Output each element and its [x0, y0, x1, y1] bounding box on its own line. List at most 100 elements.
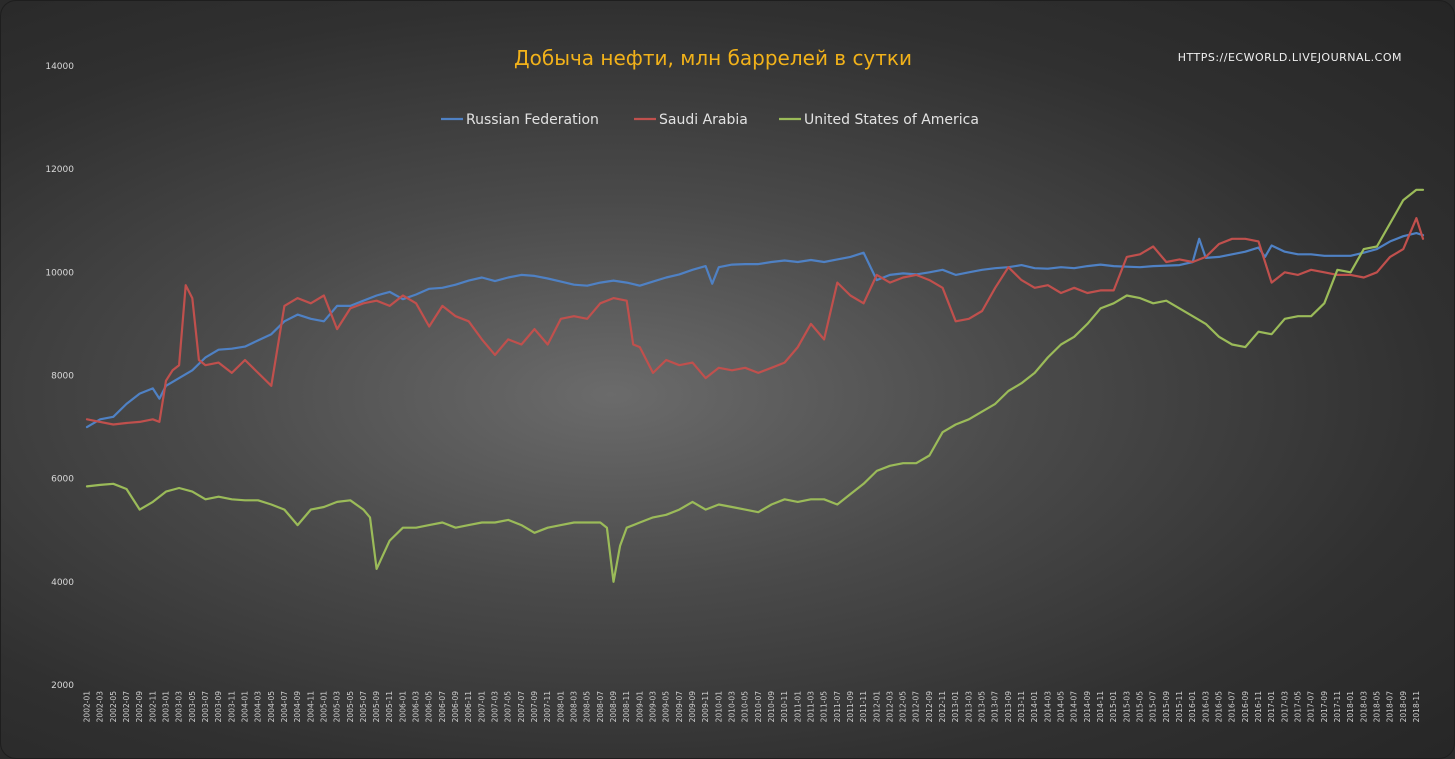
x-tick-label: 2016-05 [1214, 691, 1223, 723]
x-tick-label: 2005-07 [359, 691, 368, 723]
series-line-2 [85, 188, 1425, 583]
chart-title: Добыча нефти, млн баррелей в сутки [514, 46, 912, 70]
x-tick-label: 2018-03 [1359, 691, 1368, 723]
x-tick-label: 2006-05 [425, 691, 434, 723]
source-label: HTTPS://ECWORLD.LIVEJOURNAL.COM [1177, 51, 1402, 64]
x-tick-label: 2011-03 [806, 691, 815, 723]
x-tick-label: 2009-11 [701, 691, 710, 723]
x-tick-label: 2004-03 [254, 691, 263, 723]
x-tick-label: 2013-03 [964, 691, 973, 723]
x-tick-label: 2008-03 [570, 691, 579, 723]
x-tick-label: 2014-05 [1057, 691, 1066, 723]
x-tick-label: 2018-11 [1412, 691, 1421, 723]
x-tick-label: 2006-09 [451, 691, 460, 723]
x-tick-label: 2003-05 [188, 691, 197, 723]
y-tick-label: 12000 [45, 165, 74, 175]
x-tick-label: 2013-09 [1004, 691, 1013, 723]
x-tick-label: 2015-09 [1162, 691, 1171, 723]
x-tick-label: 2004-07 [280, 691, 289, 723]
x-tick-label: 2015-07 [1149, 691, 1158, 723]
x-tick-label: 2007-07 [517, 691, 526, 723]
x-tick-label: 2003-03 [175, 691, 184, 723]
x-tick-label: 2004-09 [293, 691, 302, 723]
x-tick-label: 2003-07 [201, 691, 210, 723]
x-tick-label: 2002-11 [148, 691, 157, 723]
x-tick-label: 2014-03 [1043, 691, 1052, 723]
x-tick-label: 2015-05 [1136, 691, 1145, 723]
x-tick-label: 2011-07 [833, 691, 842, 723]
x-tick-label: 2012-09 [925, 691, 934, 723]
legend-label: United States of America [804, 112, 979, 128]
x-tick-label: 2005-01 [319, 691, 328, 723]
x-tick-label: 2009-09 [688, 691, 697, 723]
y-tick-label: 10000 [45, 268, 74, 278]
x-tick-label: 2017-07 [1307, 691, 1316, 723]
x-tick-label: 2016-11 [1254, 691, 1263, 723]
x-tick-label: 2012-11 [938, 691, 947, 723]
x-tick-label: 2007-09 [530, 691, 539, 723]
x-tick-label: 2014-01 [1030, 691, 1039, 723]
x-tick-label: 2018-09 [1399, 691, 1408, 723]
x-tick-label: 2017-03 [1280, 691, 1289, 723]
x-tick-label: 2006-03 [412, 691, 421, 723]
x-tick-label: 2008-07 [596, 691, 605, 723]
x-tick-label: 2003-09 [214, 691, 223, 723]
x-tick-label: 2016-01 [1188, 691, 1197, 723]
x-tick-label: 2002-01 [83, 691, 92, 723]
x-tick-label: 2014-11 [1096, 691, 1105, 723]
y-tick-label: 4000 [51, 578, 74, 588]
x-tick-label: 2007-03 [491, 691, 500, 723]
x-tick-label: 2006-11 [464, 691, 473, 723]
x-tick-label: 2012-07 [912, 691, 921, 723]
x-tick-label: 2003-11 [227, 691, 236, 723]
legend-label: Saudi Arabia [659, 112, 748, 128]
x-tick-label: 2004-01 [240, 691, 249, 723]
x-tick-label: 2012-05 [899, 691, 908, 723]
x-tick-label: 2015-01 [1109, 691, 1118, 723]
x-tick-label: 2002-05 [109, 691, 118, 723]
x-tick-label: 2005-09 [372, 691, 381, 723]
series-line-0 [85, 232, 1425, 429]
x-tick-label: 2004-05 [267, 691, 276, 723]
x-tick-label: 2002-09 [135, 691, 144, 723]
x-tick-label: 2016-07 [1228, 691, 1237, 723]
x-tick-label: 2010-11 [780, 691, 789, 723]
x-tick-label: 2010-01 [714, 691, 723, 723]
x-tick-label: 2008-09 [609, 691, 618, 723]
y-tick-label: 14000 [45, 62, 74, 72]
x-tick-label: 2005-05 [346, 691, 355, 723]
x-tick-label: 2006-01 [398, 691, 407, 723]
x-tick-label: 2018-07 [1386, 691, 1395, 723]
x-tick-label: 2010-05 [741, 691, 750, 723]
x-tick-label: 2002-03 [96, 691, 105, 723]
x-tick-label: 2017-09 [1320, 691, 1329, 723]
x-tick-label: 2011-09 [846, 691, 855, 723]
x-tick-label: 2008-11 [622, 691, 631, 723]
x-tick-label: 2007-01 [477, 691, 486, 723]
x-tick-label: 2012-01 [872, 691, 881, 723]
x-tick-label: 2010-03 [727, 691, 736, 723]
x-tick-label: 2004-11 [306, 691, 315, 723]
x-tick-label: 2002-07 [122, 691, 131, 723]
y-tick-label: 6000 [51, 475, 74, 485]
x-tick-label: 2017-11 [1333, 691, 1342, 723]
x-tick-label: 2011-11 [859, 691, 868, 723]
x-tick-label: 2008-01 [556, 691, 565, 723]
x-tick-label: 2007-11 [543, 691, 552, 723]
x-tick-label: 2005-03 [333, 691, 342, 723]
x-tick-label: 2013-11 [1017, 691, 1026, 723]
x-tick-label: 2016-09 [1241, 691, 1250, 723]
x-tick-label: 2010-09 [767, 691, 776, 723]
x-tick-label: 2007-05 [504, 691, 513, 723]
x-tick-label: 2013-05 [978, 691, 987, 723]
x-tick-label: 2018-01 [1346, 691, 1355, 723]
x-tick-label: 2008-05 [583, 691, 592, 723]
x-tick-label: 2017-01 [1267, 691, 1276, 723]
legend-label: Russian Federation [466, 112, 599, 128]
x-tick-label: 2015-03 [1122, 691, 1131, 723]
y-tick-label: 2000 [51, 681, 74, 691]
x-tick-label: 2005-11 [385, 691, 394, 723]
x-tick-label: 2011-01 [793, 691, 802, 723]
x-tick-label: 2015-11 [1175, 691, 1184, 723]
